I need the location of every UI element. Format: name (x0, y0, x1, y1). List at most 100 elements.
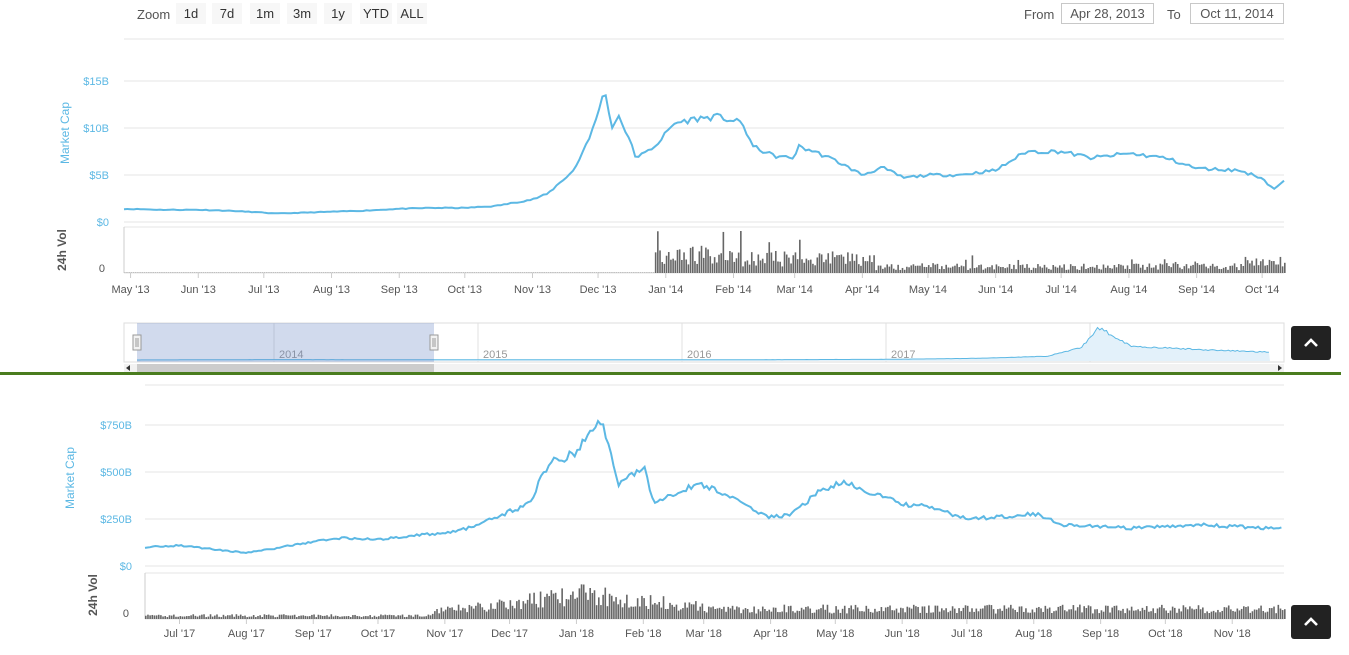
volume-bar (971, 255, 974, 273)
zoom-button-7d[interactable]: 7d (212, 3, 242, 24)
volume-bar (989, 267, 991, 273)
volume-bar (304, 615, 307, 619)
volume-bar (886, 264, 889, 273)
volume-bar (1221, 610, 1224, 619)
volume-bar (188, 615, 190, 619)
volume-bar (1067, 269, 1070, 273)
volume-bar (759, 611, 762, 619)
volume-bar (1063, 610, 1066, 619)
volume-bar (1143, 609, 1146, 619)
volume-bar (1109, 612, 1111, 619)
volume-bar (554, 592, 557, 619)
volume-bar (879, 265, 882, 273)
volume-bar (683, 252, 685, 273)
volume-bar (659, 250, 661, 273)
volume-bar (685, 259, 688, 273)
volume-bar (1192, 264, 1194, 273)
volume-bar (155, 615, 158, 619)
volume-bar (548, 596, 550, 619)
volume-bar (893, 610, 896, 619)
volume-bar (1273, 261, 1275, 273)
volume-bar (593, 590, 596, 619)
volume-bar (1238, 610, 1241, 619)
volume-bar (936, 263, 939, 273)
volume-bar (278, 614, 281, 619)
y-axis-title: Market Cap (63, 447, 77, 509)
volume-bar (938, 269, 941, 273)
volume-bar (868, 255, 871, 273)
volume-bar (1253, 265, 1256, 273)
volume-bar (274, 617, 277, 619)
volume-bar (237, 615, 240, 619)
volume-bar (496, 602, 499, 619)
volume-bar (1098, 268, 1100, 273)
volume-bar (723, 606, 725, 619)
volume-bar (1072, 605, 1075, 619)
volume-bar (198, 615, 201, 619)
volume-bar (851, 253, 854, 273)
zoom-button-ytd[interactable]: YTD (360, 3, 392, 24)
volume-bar (1034, 268, 1037, 273)
volume-bar (729, 251, 731, 273)
volume-bar (492, 608, 494, 619)
volume-y-tick: 0 (123, 608, 129, 620)
volume-bar (902, 608, 904, 619)
volume-bar (892, 268, 895, 273)
volume-bar (675, 604, 678, 619)
volume-bar (522, 601, 525, 619)
zoom-button-1y[interactable]: 1y (324, 3, 352, 24)
volume-bar (330, 614, 333, 619)
volume-bar (1158, 607, 1161, 619)
volume-bar (462, 607, 464, 619)
y-tick-label: $500B (100, 467, 132, 479)
volume-bar (722, 231, 725, 273)
volume-bar (761, 258, 764, 273)
volume-bar (1096, 609, 1098, 619)
volume-bar (839, 612, 842, 619)
zoom-button-1d[interactable]: 1d (176, 3, 206, 24)
volume-bar (192, 614, 195, 619)
volume-bar (408, 614, 410, 619)
volume-bar (283, 614, 285, 619)
volume-bar (444, 609, 447, 619)
volume-bar (718, 254, 720, 273)
volume-bar (711, 263, 714, 273)
volume-bar (1219, 612, 1221, 619)
volume-bar (466, 612, 469, 619)
volume-bar (1050, 269, 1052, 273)
to-date-input[interactable]: Oct 11, 2014 (1190, 3, 1284, 24)
volume-bar (1202, 607, 1204, 619)
volume-bar (1255, 258, 1258, 273)
volume-bar (1089, 606, 1092, 619)
volume-bar (1240, 264, 1242, 273)
volume-bar (636, 598, 639, 619)
volume-bar (814, 265, 816, 273)
zoom-button-1m[interactable]: 1m (250, 3, 280, 24)
volume-bar (861, 611, 863, 619)
scroll-top-button[interactable] (1291, 326, 1331, 360)
navigator-handle-left (132, 334, 142, 351)
volume-bar (884, 267, 886, 273)
zoom-button-all[interactable]: ALL (397, 3, 427, 24)
volume-bar (1165, 610, 1167, 619)
volume-bar (1126, 608, 1129, 619)
volume-bar (838, 255, 840, 273)
volume-bar (912, 264, 915, 273)
volume-bar (833, 257, 836, 273)
volume-bar (1279, 256, 1282, 273)
zoom-button-3m[interactable]: 3m (287, 3, 317, 24)
volume-bar (986, 267, 989, 273)
volume-bar (895, 269, 897, 273)
market-cap-line-2018 (144, 419, 1282, 555)
volume-bar (824, 609, 827, 619)
volume-bar (889, 605, 891, 619)
volume-bar (1061, 604, 1064, 619)
volume-bar (494, 608, 497, 619)
volume-bar (932, 612, 934, 619)
volume-bar (873, 255, 875, 273)
from-date-input[interactable]: Apr 28, 2013 (1061, 3, 1154, 24)
volume-bar (490, 603, 492, 619)
volume-bar (503, 601, 505, 619)
scroll-top-button-lower[interactable] (1291, 605, 1331, 639)
volume-bar (145, 615, 147, 619)
